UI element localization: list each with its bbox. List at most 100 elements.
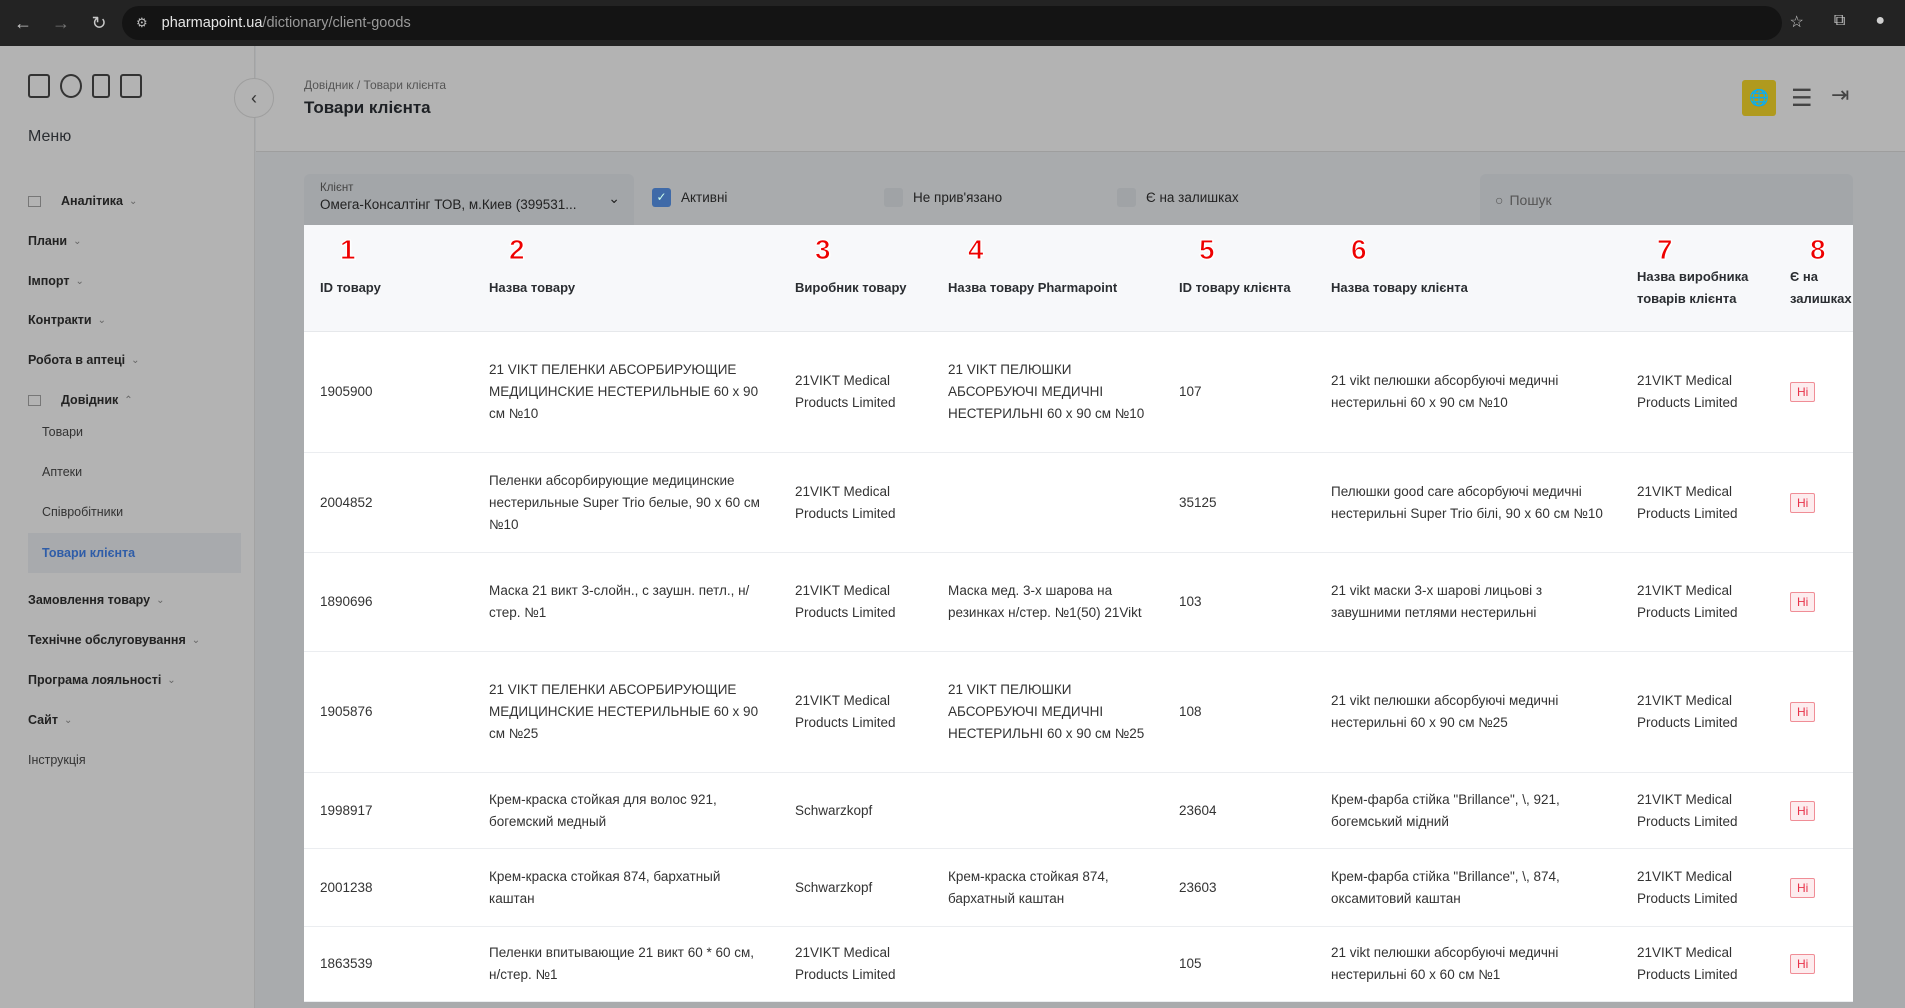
sidebar-subitem-label: Співробітники (42, 505, 124, 519)
sidebar-subitem[interactable]: Співробітники (42, 505, 123, 519)
in-stock-label: Є на залишках (1146, 190, 1239, 205)
sidebar-item[interactable]: Сайт ⌄ (28, 713, 72, 727)
menu-icon[interactable]: ☰ (1791, 85, 1813, 112)
table-row[interactable]: 1905876 21 VIKT ПЕЛЕНКИ АБСОРБИРУЮЩИЕ МЕД… (304, 652, 1853, 773)
column-header[interactable]: 1 ID товару (304, 225, 473, 331)
search-placeholder: Пошук (1509, 191, 1552, 208)
search-input[interactable]: ○ Пошук (1480, 174, 1853, 225)
column-header[interactable]: 5 ID товару клієнта (1163, 225, 1315, 331)
table-cell: 105 (1179, 956, 1202, 971)
sidebar-item-label: Інструкція (28, 753, 86, 767)
address-bar[interactable]: ⚙ pharmapoint.ua/dictionary/client-goods (122, 6, 1782, 40)
sidebar-item[interactable]: Плани ⌄ (28, 234, 82, 248)
bookmark-star-icon[interactable]: ☆ (1789, 14, 1804, 31)
sidebar-subitem[interactable]: Товари клієнта (28, 533, 241, 573)
table-row[interactable]: 1905900 21 VIKT ПЕЛЕНКИ АБСОРБИРУЮЩИЕ МЕД… (304, 332, 1853, 453)
table-cell (932, 773, 1163, 848)
column-header-label: Назва товару Pharmapoint (948, 280, 1118, 295)
table-cell: Крем-краска стойкая для волос 921, богем… (489, 791, 717, 829)
sidebar-subitem-label: Товари (42, 425, 83, 439)
sidebar-item[interactable]: Імпорт ⌄ (28, 274, 84, 288)
active-checkbox[interactable]: ✓ Активні (652, 188, 727, 207)
column-header-label: Назва виробника товарів клієнта (1637, 269, 1749, 306)
table-cell: 107 (1179, 384, 1202, 399)
table-cell: Ні (1774, 332, 1853, 452)
table-cell: 21VIKT Medical Products Limited (1637, 583, 1738, 620)
in-stock-badge: Ні (1790, 382, 1816, 402)
logout-icon[interactable]: ⇥ (1831, 82, 1850, 107)
table-row[interactable]: 1863539 Пеленки впитывающие 21 викт 60 * … (304, 927, 1853, 1002)
column-header-label: Назва товару (489, 280, 576, 295)
table-cell: 21VIKT Medical Products Limited (1637, 945, 1738, 982)
extensions-icon[interactable]: ⧉ (1833, 12, 1846, 29)
table-cell: 21 VIKT ПЕЛЮШКИ АБСОРБУЮЧІ МЕДИЧНІ НЕСТЕ… (948, 362, 1145, 421)
checkbox-icon[interactable] (884, 188, 903, 207)
client-value: Омега-Консалтінг ТОВ, м.Киев (399531... (320, 197, 577, 212)
table-row[interactable]: 1890696 Маска 21 викт 3-слойн., с заушн. … (304, 553, 1853, 652)
unlinked-checkbox[interactable]: Не прив'язано (884, 188, 1002, 207)
pie-chart-icon[interactable] (60, 74, 82, 98)
sidebar-subitem-label: Аптеки (42, 465, 83, 479)
table-cell: 21VIKT Medical Products Limited (1637, 483, 1738, 521)
annotation-number: 5 (1199, 234, 1216, 265)
column-header[interactable]: 2 Назва товару (473, 225, 779, 331)
client-select[interactable]: Клієнт Омега-Консалтінг ТОВ, м.Киев (399… (304, 174, 634, 225)
sidebar-item[interactable]: Інструкція (28, 753, 86, 767)
sidebar-subitem[interactable]: Товари (42, 425, 83, 439)
url-path: /dictionary/client-goods (262, 15, 411, 31)
collapse-sidebar-button[interactable]: ‹ (234, 78, 274, 118)
site-settings-icon[interactable]: ⚙ (136, 15, 148, 30)
globe-icon[interactable]: 🌐 (1742, 80, 1776, 116)
document-icon[interactable] (92, 74, 110, 98)
table-cell: Ні (1774, 453, 1853, 552)
column-header[interactable]: 7 Назва виробника товарів клієнта (1621, 225, 1774, 331)
sidebar-item[interactable]: Робота в аптеці ⌄ (28, 353, 140, 367)
in-stock-checkbox[interactable]: Є на залишках (1117, 188, 1239, 207)
table-cell: 21 VIKT ПЕЛЕНКИ АБСОРБИРУЮЩИЕ МЕДИЦИНСКИ… (489, 682, 759, 741)
unlinked-label: Не прив'язано (913, 190, 1003, 205)
sidebar-item-label: Технічне обслуговування (28, 633, 186, 647)
breadcrumb[interactable]: Довідник / Товари клієнта (304, 78, 447, 92)
sidebar-item-label: Робота в аптеці (28, 353, 126, 367)
column-header[interactable]: 8 Є на залишках (1774, 225, 1853, 331)
table-cell: 1905900 (320, 384, 373, 399)
table-cell: 21VIKT Medical Products Limited (1637, 791, 1738, 829)
sidebar-item[interactable]: Замовлення товару ⌄ (28, 593, 165, 607)
profile-avatar[interactable]: ● (1875, 12, 1885, 29)
sidebar-item[interactable]: Технічне обслуговування ⌄ (28, 633, 200, 647)
sidebar-item[interactable]: Довідник ⌃ (28, 393, 133, 407)
in-stock-badge: Ні (1790, 954, 1816, 974)
back-icon[interactable]: ← (14, 12, 32, 33)
column-header[interactable]: 3 Виробник товару (779, 225, 932, 331)
annotation-number: 4 (968, 234, 985, 265)
sidebar-item-label: Довідник (61, 393, 119, 407)
sidebar-subitem[interactable]: Аптеки (42, 465, 82, 479)
archive-icon[interactable] (28, 74, 50, 98)
checkbox-checked-icon[interactable]: ✓ (652, 188, 671, 207)
sidebar-item[interactable]: Аналітика ⌄ (28, 194, 137, 208)
table-cell: Ні (1774, 773, 1853, 848)
sidebar-item-label: Імпорт (28, 274, 70, 288)
sidebar-item-label: Аналітика (61, 194, 123, 208)
book-icon[interactable] (120, 74, 142, 98)
table-cell: 21VIKT Medical Products Limited (1637, 868, 1738, 906)
sidebar-item[interactable]: Програма лояльності ⌄ (28, 673, 176, 687)
table-cell: 2001238 (320, 879, 373, 895)
table-cell: Ні (1774, 849, 1853, 926)
column-header[interactable]: 4 Назва товару Pharmapoint (932, 225, 1163, 331)
reload-icon[interactable]: ↻ (91, 12, 107, 33)
in-stock-badge: Ні (1790, 592, 1816, 612)
menu-title: Меню (28, 128, 72, 145)
column-header[interactable]: 6 Назва товару клієнта (1315, 225, 1621, 331)
table-row[interactable]: 1998917 Крем-краска стойкая для волос 921… (304, 773, 1853, 849)
forward-icon[interactable]: → (52, 12, 70, 33)
table-row[interactable]: 2001238 Крем-краска стойкая 874, бархатны… (304, 849, 1853, 927)
table-cell (932, 927, 1163, 1001)
sidebar-item[interactable]: Контракти ⌄ (28, 313, 106, 327)
filter-bar: Клієнт Омега-Консалтінг ТОВ, м.Киев (399… (304, 174, 1853, 225)
table-cell: Пеленки абсорбирующие медицинские нестер… (489, 472, 760, 532)
column-header-label: Назва товару клієнта (1331, 280, 1468, 295)
table-cell: 21VIKT Medical Products Limited (795, 945, 896, 982)
table-row[interactable]: 2004852 Пеленки абсорбирующие медицинские… (304, 453, 1853, 553)
checkbox-icon[interactable] (1117, 188, 1136, 207)
